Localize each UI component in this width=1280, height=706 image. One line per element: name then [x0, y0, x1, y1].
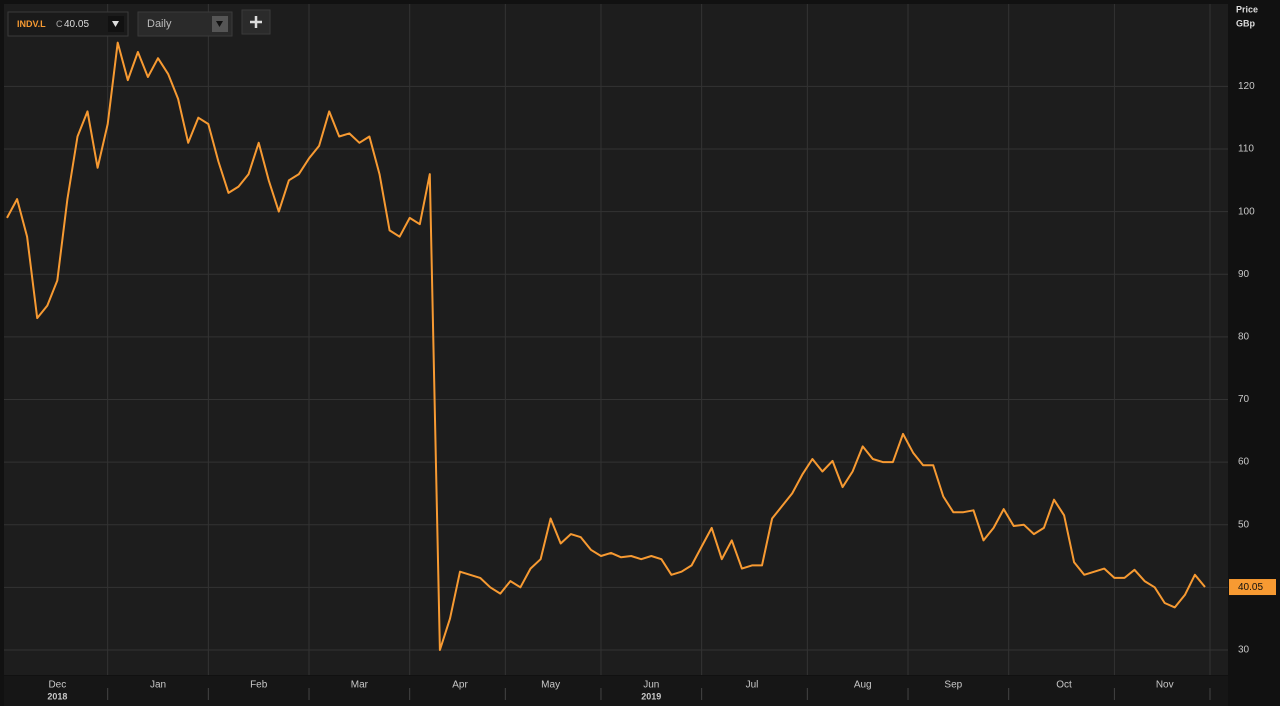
y-tick-label: 50 — [1238, 519, 1250, 530]
close-value: 40.05 — [64, 19, 89, 30]
x-tick-label: May — [541, 680, 560, 691]
x-tick-label: Mar — [351, 680, 369, 691]
plus-icon — [250, 16, 262, 28]
last-price-box — [1229, 579, 1276, 596]
x-tick-label: Jun — [643, 680, 659, 691]
y-tick-label: 80 — [1238, 332, 1250, 343]
close-prefix: C — [56, 19, 63, 29]
y-tick-label: 110 — [1238, 144, 1254, 155]
year-label: 2018 — [47, 691, 67, 701]
year-label: 2019 — [641, 691, 661, 701]
y-tick-label: 100 — [1238, 206, 1255, 217]
interval: Daily — [147, 18, 172, 30]
x-tick-label: Dec — [48, 680, 66, 691]
x-tick-label: Aug — [854, 680, 872, 691]
y-tick-label: 60 — [1238, 457, 1250, 468]
plot-area — [4, 4, 1228, 675]
x-axis-strip — [4, 676, 1228, 706]
x-tick-label: Sep — [944, 680, 962, 691]
x-tick-label: Feb — [250, 680, 268, 691]
y-tick-label: 120 — [1238, 81, 1255, 92]
last-price-label: 40.05 — [1238, 582, 1263, 593]
x-tick-label: Apr — [452, 680, 468, 691]
y-tick-label: 90 — [1238, 269, 1250, 280]
ticker: INDV.L — [17, 19, 46, 29]
y-axis-title: GBp — [1236, 18, 1256, 28]
x-tick-label: Jul — [746, 680, 759, 691]
dropdown-arrow — [112, 21, 119, 27]
y-tick-label: 30 — [1238, 645, 1250, 656]
y-axis-title: Price — [1236, 4, 1258, 14]
x-tick-label: Nov — [1156, 680, 1174, 691]
price-line — [6, 41, 1206, 651]
dropdown-arrow — [216, 21, 223, 27]
x-tick-label: Oct — [1056, 680, 1072, 691]
grid — [4, 4, 1228, 675]
y-tick-label: 70 — [1238, 394, 1250, 405]
x-tick-label: Jan — [150, 680, 166, 691]
